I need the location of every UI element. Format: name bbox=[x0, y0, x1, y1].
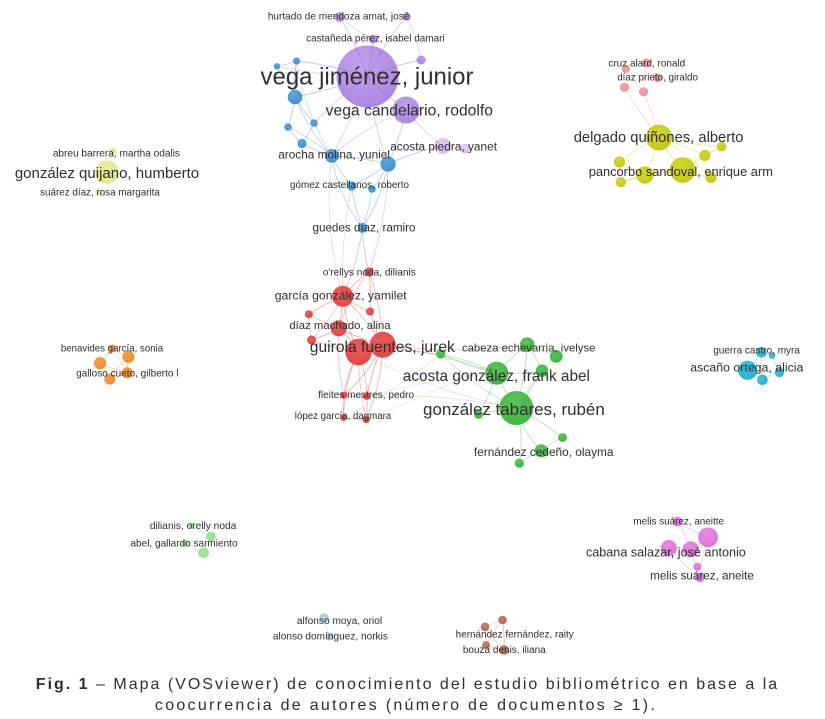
svg-text:coocurrencia de autores (númer: coocurrencia de autores (número de docum… bbox=[155, 697, 657, 714]
svg-text:benavides garcía, sonia: benavides garcía, sonia bbox=[61, 344, 164, 355]
svg-text:guerra castro, myra: guerra castro, myra bbox=[713, 346, 800, 357]
svg-text:arocha molina, yuniel: arocha molina, yuniel bbox=[278, 147, 390, 161]
svg-text:melis suárez, aneite: melis suárez, aneite bbox=[650, 569, 754, 582]
svg-text:cabeza echevarria, ivelyse: cabeza echevarria, ivelyse bbox=[462, 343, 596, 355]
svg-text:hernández fernández, raity: hernández fernández, raity bbox=[456, 629, 574, 640]
svg-text:garcía gonzález, yamilet: garcía gonzález, yamilet bbox=[275, 288, 408, 302]
svg-text:gómez castellanos, roberto: gómez castellanos, roberto bbox=[290, 180, 409, 191]
svg-text:bouza denis, iliana: bouza denis, iliana bbox=[463, 645, 546, 656]
svg-text:abel, gallardo sarmiento: abel, gallardo sarmiento bbox=[130, 539, 237, 550]
svg-text:acosta gonzález, frank abel: acosta gonzález, frank abel bbox=[403, 368, 590, 385]
svg-text:ascaño ortega, alicia: ascaño ortega, alicia bbox=[690, 360, 803, 374]
svg-text:Fig. 1 – Mapa (VOSviewer) de c: Fig. 1 – Mapa (VOSviewer) de conocimient… bbox=[36, 676, 779, 693]
svg-text:alfonso moya, oriol: alfonso moya, oriol bbox=[297, 616, 382, 627]
svg-text:hurtado de mendoza amat, josé: hurtado de mendoza amat, josé bbox=[268, 12, 410, 23]
svg-text:melis suárez, aneitte: melis suárez, aneitte bbox=[633, 516, 724, 527]
svg-text:castañeda pérez, isabel damari: castañeda pérez, isabel damari bbox=[306, 34, 445, 45]
svg-text:dilianis, orelly noda: dilianis, orelly noda bbox=[150, 521, 237, 532]
svg-text:fernández cedeño, olayma: fernández cedeño, olayma bbox=[474, 445, 614, 459]
svg-text:cabana salazar, josé antonio: cabana salazar, josé antonio bbox=[586, 546, 746, 560]
svg-text:cruz alard, ronald: cruz alard, ronald bbox=[608, 58, 685, 69]
svg-text:galloso cueto, gilberto l: galloso cueto, gilberto l bbox=[76, 368, 178, 379]
svg-text:o'rellys noda, dilianis: o'rellys noda, dilianis bbox=[323, 267, 416, 278]
svg-text:vega jiménez, junior: vega jiménez, junior bbox=[261, 64, 474, 91]
svg-text:díaz prieto, giraldo: díaz prieto, giraldo bbox=[617, 72, 698, 83]
svg-text:vega candelario, rodolfo: vega candelario, rodolfo bbox=[326, 103, 494, 120]
svg-text:suárez díaz, rosa margarita: suárez díaz, rosa margarita bbox=[40, 187, 160, 198]
svg-text:lópez garcía, dagmara: lópez garcía, dagmara bbox=[295, 411, 392, 422]
svg-text:fleites mestres, pedro: fleites mestres, pedro bbox=[318, 390, 414, 401]
svg-text:delgado quiñones, alberto: delgado quiñones, alberto bbox=[574, 130, 744, 146]
svg-text:pancorbo sandoval, enrique arm: pancorbo sandoval, enrique arm bbox=[589, 164, 773, 179]
svg-text:gonzález tabares, rubén: gonzález tabares, rubén bbox=[423, 400, 605, 419]
svg-text:abreu barrera, martha odalis: abreu barrera, martha odalis bbox=[53, 148, 180, 159]
svg-text:díaz machado, alina: díaz machado, alina bbox=[289, 320, 391, 332]
svg-text:alonso domínguez, norkis: alonso domínguez, norkis bbox=[273, 631, 388, 642]
svg-text:acosta piedra, yanet: acosta piedra, yanet bbox=[390, 140, 498, 154]
svg-text:guedes díaz, ramiro: guedes díaz, ramiro bbox=[312, 222, 415, 235]
svg-text:gonzález quijano, humberto: gonzález quijano, humberto bbox=[15, 165, 199, 182]
svg-text:guirola fuentes, jurek: guirola fuentes, jurek bbox=[310, 339, 455, 356]
